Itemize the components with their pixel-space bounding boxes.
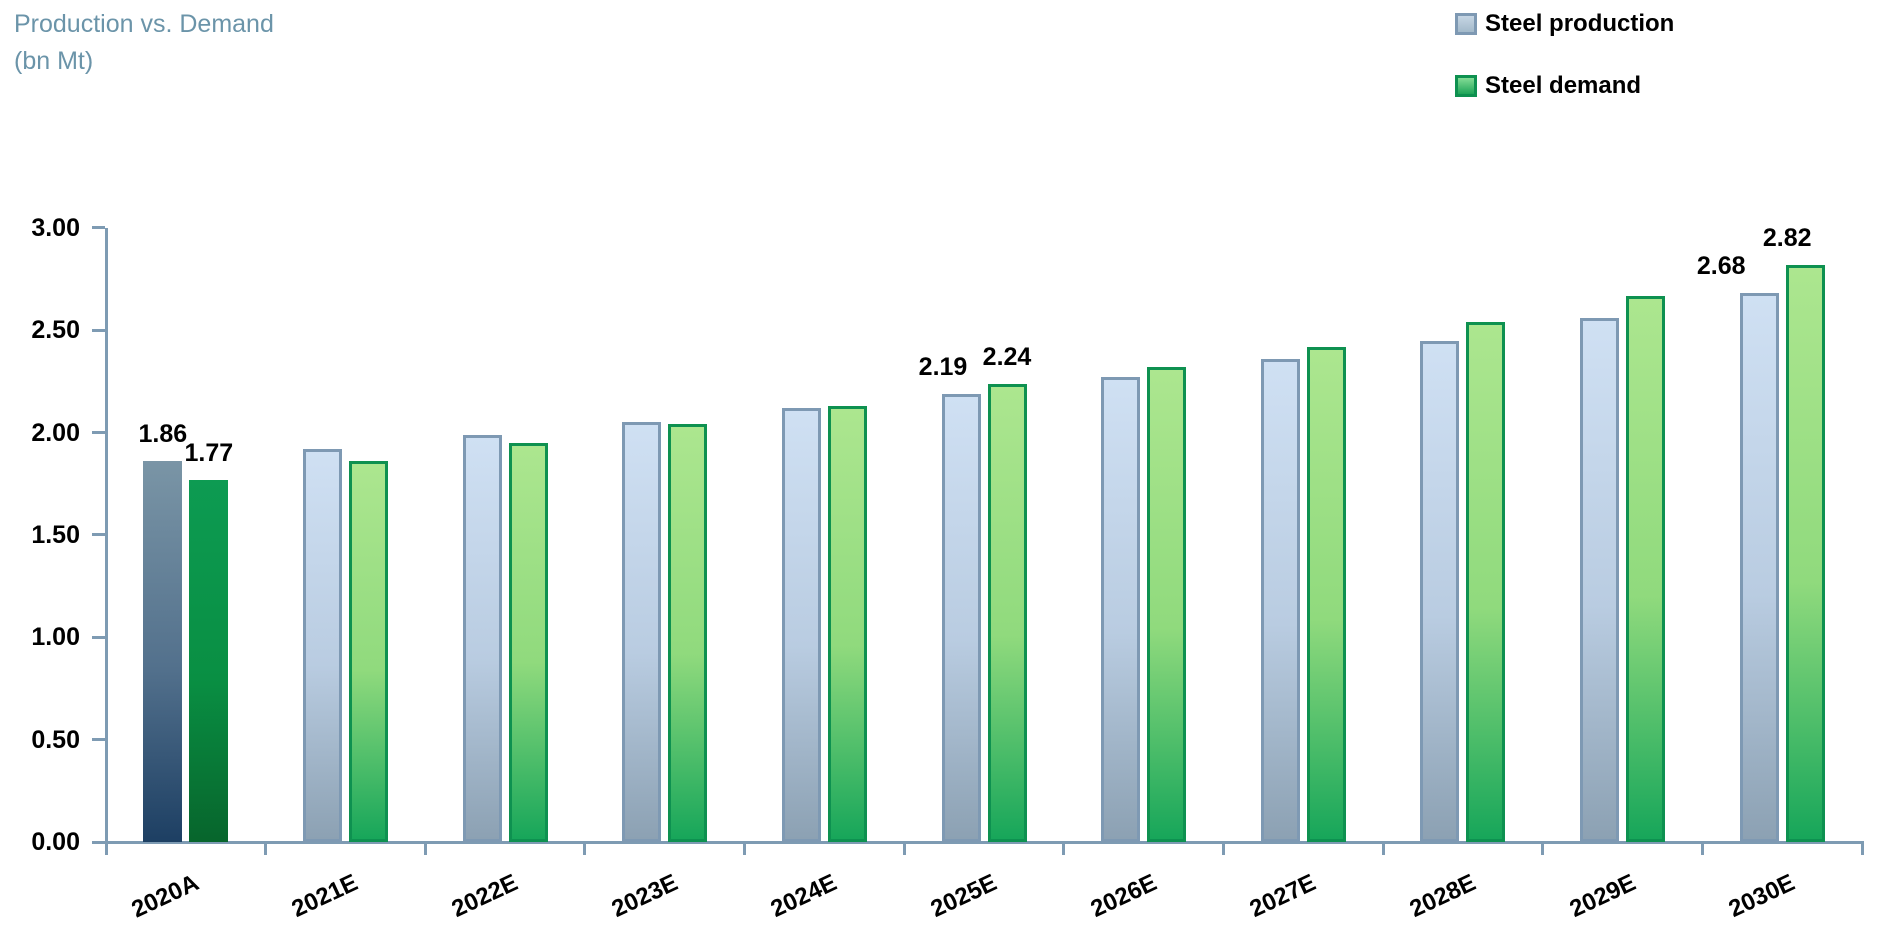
bar-production-2021E	[302, 449, 342, 842]
bar-production-2026E	[1101, 377, 1141, 842]
x-axis-tick	[264, 842, 268, 855]
x-axis-tick	[1541, 842, 1545, 855]
value-label-production-2030E: 2.68	[1696, 252, 1746, 281]
y-axis-tick	[91, 226, 105, 230]
demand-swatch-icon	[1455, 75, 1477, 97]
value-label-production-2020A: 1.86	[138, 420, 188, 449]
x-axis-tick	[902, 842, 906, 855]
x-axis-tick	[423, 842, 427, 855]
bar-demand-2024E	[827, 406, 867, 842]
x-axis-category-label: 2021E	[288, 869, 363, 923]
legend-label-production: Steel production	[1485, 10, 1675, 37]
bar-production-2023E	[622, 422, 662, 842]
bar-production-2027E	[1260, 358, 1300, 842]
x-axis-tick	[1700, 842, 1704, 855]
x-axis-tick	[1381, 842, 1385, 855]
x-axis-line	[104, 840, 1864, 844]
y-axis-tick	[91, 328, 105, 332]
y-axis-tick-label: 0.00	[31, 828, 80, 856]
bar-demand-2030E	[1785, 264, 1825, 842]
bar-demand-2021E	[348, 461, 388, 842]
bar-production-2025E	[941, 393, 981, 842]
y-axis-line	[104, 227, 108, 842]
y-axis-tick-label: 1.00	[31, 623, 80, 652]
bar-production-2029E	[1580, 318, 1620, 842]
bar-demand-2026E	[1147, 367, 1187, 842]
x-axis-category-label: 2023E	[607, 869, 682, 923]
x-axis-tick	[583, 842, 587, 855]
bar-demand-2028E	[1466, 322, 1506, 842]
x-axis-tick	[1221, 842, 1225, 855]
legend-item-demand: Steel demand	[1455, 68, 1674, 104]
x-axis-tick	[1062, 842, 1066, 855]
y-axis-tick	[91, 840, 105, 844]
legend: Steel production Steel demand	[1455, 6, 1674, 130]
x-axis-category-label: 2022E	[447, 869, 523, 923]
y-axis-tick-label: 0.50	[31, 725, 80, 754]
bar-production-2020A	[143, 461, 183, 842]
bar-demand-2029E	[1626, 295, 1666, 842]
production-swatch-icon	[1455, 13, 1477, 35]
y-axis-tick-label: 2.50	[31, 316, 80, 345]
bar-production-2022E	[462, 434, 502, 842]
y-axis-tick	[91, 635, 105, 639]
bar-production-2028E	[1420, 340, 1460, 842]
y-axis-tick-label: 1.50	[31, 520, 80, 549]
x-axis-category-label: 2020A	[127, 869, 203, 924]
x-axis-category-label: 2028E	[1405, 869, 1480, 923]
y-axis-tick-label: 2.00	[31, 418, 80, 447]
y-axis-tick	[91, 431, 105, 435]
x-axis-tick	[1860, 842, 1864, 855]
chart-title-line1: Production vs. Demand	[14, 10, 274, 38]
bar-demand-2023E	[668, 424, 708, 842]
x-axis-category-label: 2027E	[1245, 869, 1321, 923]
y-axis-tick	[91, 533, 105, 537]
legend-item-production: Steel production	[1455, 6, 1674, 42]
x-axis-category-label: 2030E	[1724, 869, 1800, 923]
x-axis-tick	[104, 842, 108, 855]
x-axis-category-label: 2026E	[1086, 869, 1161, 923]
bar-demand-2025E	[987, 383, 1027, 842]
y-axis-tick	[91, 738, 105, 742]
chart-title-line2: (bn Mt)	[14, 47, 94, 75]
legend-label-demand: Steel demand	[1485, 72, 1642, 99]
value-label-demand-2030E: 2.82	[1762, 223, 1812, 252]
x-axis-tick	[743, 842, 747, 855]
y-axis-tick-label: 3.00	[31, 213, 80, 242]
value-label-demand-2025E: 2.24	[982, 342, 1032, 371]
chart-title: Production vs. Demand (bn Mt)	[14, 6, 274, 80]
bar-demand-2027E	[1306, 346, 1346, 842]
value-label-production-2025E: 2.19	[918, 352, 968, 381]
x-axis-category-label: 2029E	[1565, 869, 1640, 923]
bar-demand-2020A	[189, 479, 229, 842]
x-axis-category-label: 2024E	[767, 869, 842, 923]
bar-production-2024E	[781, 408, 821, 842]
value-label-demand-2020A: 1.77	[184, 438, 234, 467]
bar-production-2030E	[1739, 293, 1779, 842]
x-axis-category-label: 2025E	[926, 869, 1002, 923]
bar-demand-2022E	[508, 442, 548, 842]
